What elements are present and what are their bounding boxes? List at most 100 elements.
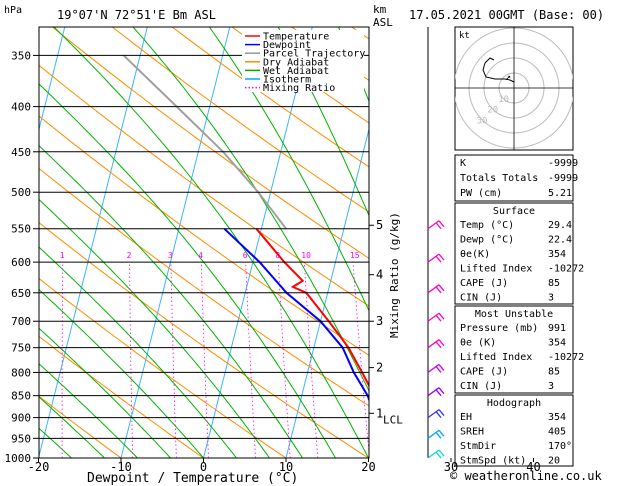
legend-entry: Mixing Ratio [263,83,335,94]
surface-title: Surface [493,206,535,217]
table-row-value: 3 [548,381,554,392]
wet-adiabat-line [39,83,336,458]
table-row-value: 354 [548,412,566,423]
wet-adiabat-line [39,145,303,458]
legend-entry: Wet Adiabat [263,66,329,77]
wet-adiabat-line [39,246,237,458]
wind-barb-shaft [427,312,440,322]
wind-barb-shaft [427,429,440,439]
height-tick-label: 5 [376,218,383,232]
wind-barb-flag [438,387,445,395]
isotherm-line [285,127,369,458]
table-row-label: PW (cm) [460,188,502,199]
height-tick-label: 4 [376,268,383,282]
table-row-value: 22.4 [548,235,572,246]
table-row-value: 29.4 [548,220,572,231]
table-row-value: 170° [548,441,572,452]
dry-adiabat-line [111,27,369,213]
wind-barb-flag [435,451,442,459]
wind-barb-shaft [427,339,440,349]
table-row-value: 354 [548,338,566,349]
wet-adiabat-line [39,363,138,458]
wind-barb-flag [438,449,445,457]
wet-adiabat-line [39,198,270,458]
wind-barb-flag [438,364,445,371]
axis-labels: 3504004505005506006507007508008509009501… [5,49,541,474]
pressure-tick-label: 950 [11,432,31,445]
datetime-title: 17.05.2021 00GMT (Base: 00) [409,8,604,22]
pressure-tick-label: 600 [11,256,31,269]
hodograph-trace [482,57,515,83]
wind-barb-shaft [427,220,440,230]
dry-adiabat-line [39,395,122,458]
wet-adiabat-line [39,327,171,458]
table-row-value: 354 [548,249,566,260]
legend-entry: Dry Adiabat [263,57,329,68]
dry-adiabat-line [39,115,369,356]
hodograph-table-title: Hodograph [487,398,541,409]
mixing-ratio-line [352,262,369,457]
wet-adiabat-line [277,27,369,217]
mixing-ratio-tick-label: 3 [168,251,173,260]
wind-barb-flag [438,312,445,320]
wind-barb-shaft [427,284,440,294]
wind-barb-shaft [427,363,440,373]
hodograph-ring-label: 10 [498,95,509,105]
dry-adiabat-line [171,27,369,168]
hodograph-ring-label: 20 [487,106,498,116]
x-tick-label: 20 [361,460,375,474]
dry-adiabat-line [39,335,204,458]
table-row-label: Dewp (°C) [460,235,514,246]
pressure-tick-label: 350 [11,49,31,62]
table-row-label: CAPE (J) [460,278,508,289]
wind-barb-shaft [427,449,440,459]
x-axis-label: Dewpoint / Temperature (°C) [87,471,298,486]
isotherm-line [203,27,313,458]
storm-motion-marker: ↗ [505,72,511,83]
wet-adiabat-line [39,288,204,458]
wind-barb-flag [435,389,442,397]
pressure-tick-label: 750 [11,342,31,355]
pressure-tick-label: 850 [11,390,31,403]
mixing-ratio-tick-label: 25 [414,251,424,260]
lcl-label: LCL [383,414,403,427]
wind-barb-flag [435,314,442,322]
table-row-label: CAPE (J) [460,367,508,378]
height-tick-label: 1 [376,406,383,420]
isotherm-line [39,27,66,132]
dry-adiabat-line [51,27,369,259]
mixing-ratio-axis-label: Mixing Ratio (g/kg) [388,212,401,338]
pressure-tick-label: 650 [11,287,31,300]
wind-barb-flag [438,220,445,228]
dewpoint-line [223,227,369,403]
table-row-value: 991 [548,323,566,334]
wet-adiabat-line [53,27,369,458]
x-tick-label: 0 [200,460,207,474]
wind-barbs [427,220,445,459]
table-row-value: 5.21 [548,188,572,199]
dry-adiabat-line [581,21,629,458]
hodograph-ring-label: 30 [477,116,488,126]
x-tick-label: -10 [110,460,132,474]
legend-entry: Parcel Trajectory [263,49,365,60]
table-row-value: -10272 [548,264,584,275]
pressure-tick-label: 450 [11,146,31,159]
wet-adiabat-line [39,396,105,458]
wet-adiabat-line [208,27,369,312]
skewt-diagram: 1 2 3 4 6 8 10 15 20 25 [39,21,629,458]
mixing-ratio-tick-label: 1 [60,251,65,260]
pressure-tick-label: 400 [11,101,31,114]
mixing-ratio-tick-label: 15 [350,251,360,260]
table-row-value: 3 [548,293,554,304]
table-box [454,154,574,202]
height-tick-label: 3 [376,314,383,328]
location-title: 19°07'N 72°51'E Bm ASL [57,8,216,22]
table-row-label: Totals Totals [460,173,538,184]
pressure-tick-label: 500 [11,186,31,199]
table-row-label: Pressure (mb) [460,323,538,334]
mixing-ratio-tick-label: 6 [243,251,248,260]
legend-entry: Temperature [263,32,329,43]
table-row-value: 85 [548,367,560,378]
